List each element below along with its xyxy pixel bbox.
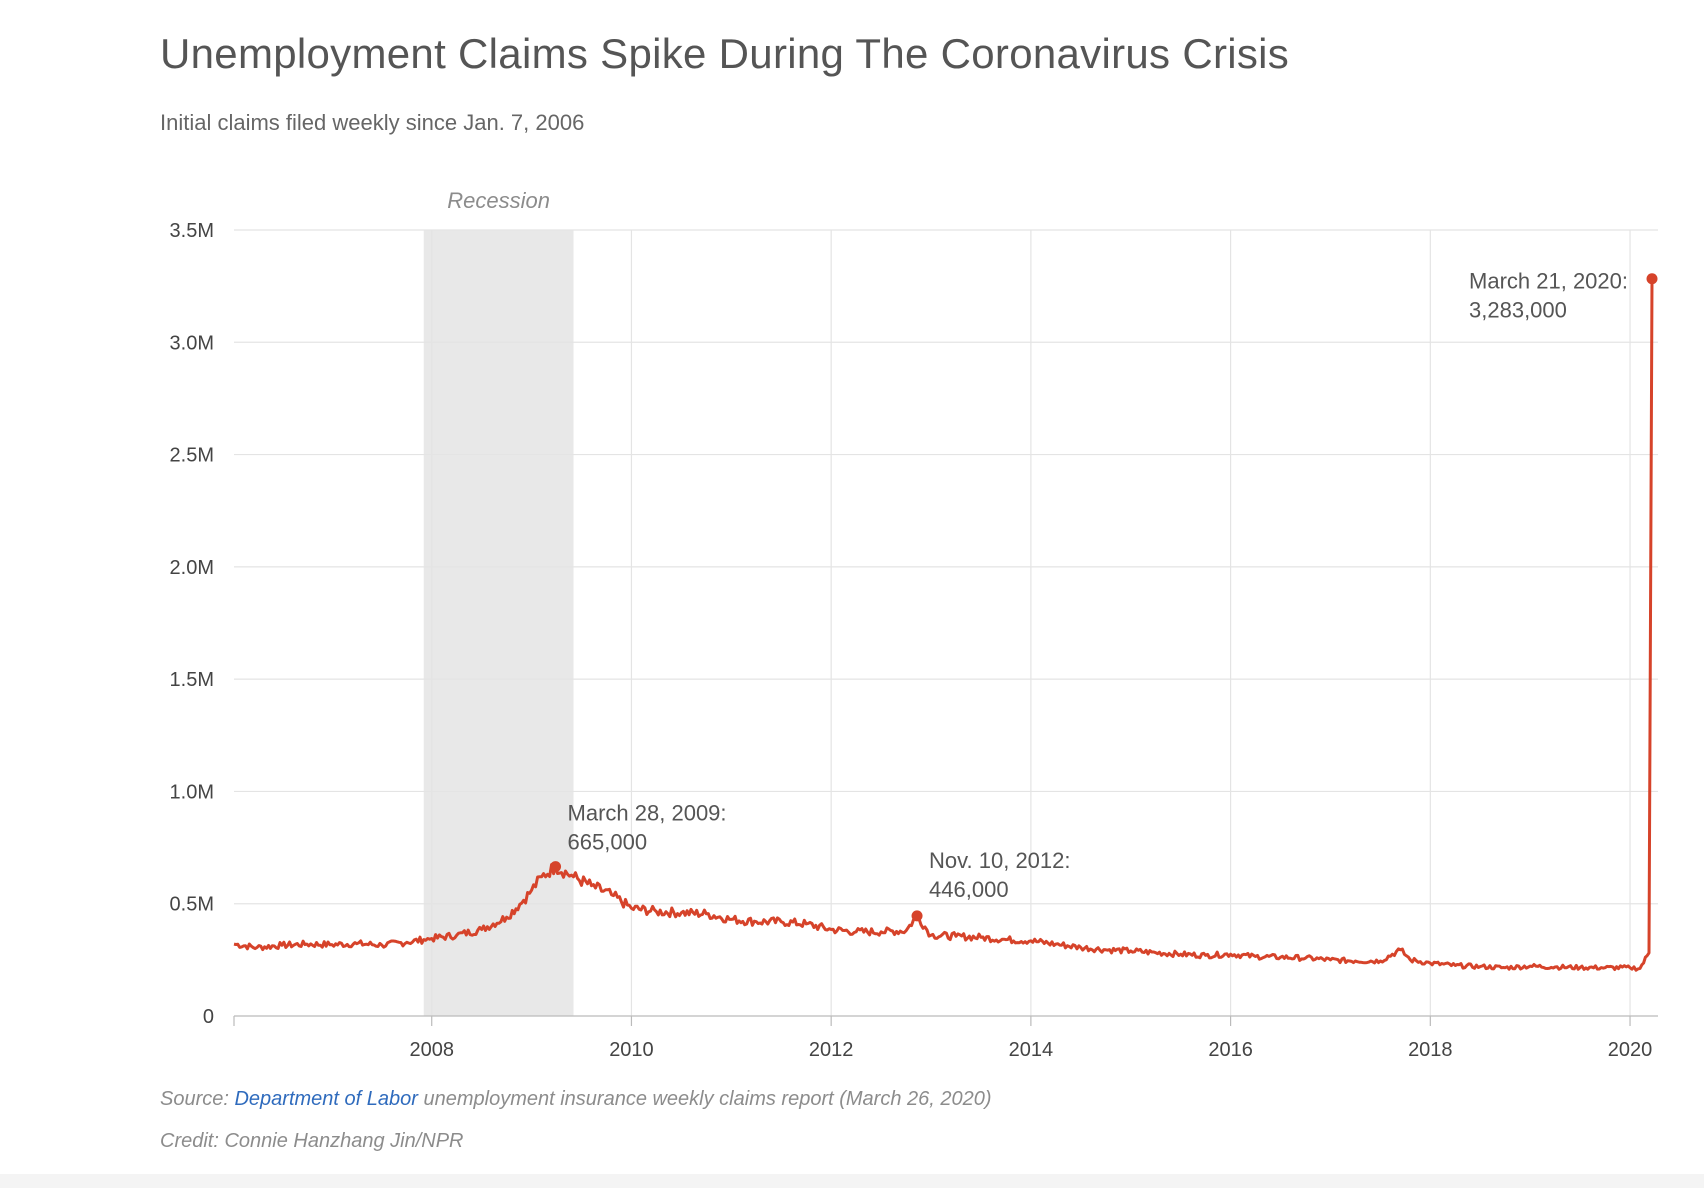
x-tick-label: 2014	[1009, 1039, 1054, 1061]
y-tick-label: 2.5M	[170, 445, 214, 467]
axes: 0 0.5M 1.0M 1.5M 2.0M 2.5M 3.0M 3.5M 2008 2010 201…	[170, 220, 1658, 1061]
y-tick-label: 0.5M	[170, 894, 214, 916]
recession-label: Recession	[447, 188, 550, 213]
department-of-labor-link[interactable]: Department of Labor	[234, 1088, 418, 1110]
y-tick-label: 3.0M	[170, 332, 214, 354]
y-tick-label: 1.0M	[170, 781, 214, 803]
x-tick-label: 2008	[409, 1039, 454, 1061]
x-tick-label: 2020	[1608, 1039, 1653, 1061]
annotations: March 28, 2009: 665,000 Nov. 10, 2012: 446,…	[550, 269, 1658, 922]
footer-band	[0, 1174, 1704, 1188]
source-suffix: unemployment insurance weekly claims rep…	[417, 1088, 992, 1110]
chart-title: Unemployment Claims Spike During The Cor…	[160, 30, 1290, 77]
annotation-point	[911, 910, 923, 922]
recession-band-layer: Recession	[423, 188, 574, 1016]
y-tick-label: 3.5M	[170, 220, 214, 242]
chart-subtitle: Initial claims filed weekly since Jan. 7…	[160, 110, 585, 135]
annotation-value: 446,000	[929, 877, 1009, 902]
source-note: Source: Department of Labor unemployment…	[160, 1088, 992, 1111]
x-tick-label: 2018	[1408, 1039, 1453, 1061]
y-tick-label: 0	[203, 1006, 214, 1028]
annotation-date: Nov. 10, 2012:	[929, 848, 1070, 873]
gridlines	[234, 229, 1658, 1016]
x-tick-label: 2012	[809, 1039, 854, 1061]
claims-series-line	[233, 278, 1654, 972]
x-tick-label: 2010	[609, 1039, 654, 1061]
x-tick-label: 2016	[1208, 1039, 1253, 1061]
line-chart: Recession 0 0.5M 1.0M 1.5M 2.0M 2.5M 3.0M 3.5M 2…	[170, 188, 1658, 1061]
credit-note: Credit: Connie Hanzhang Jin/NPR	[160, 1130, 464, 1152]
annotation-date: March 28, 2009:	[568, 801, 727, 826]
annotation-point	[550, 861, 562, 873]
annotation-date: March 21, 2020:	[1469, 269, 1628, 294]
series-layer	[233, 278, 1654, 972]
annotation-value: 665,000	[568, 830, 648, 855]
y-tick-label: 2.0M	[170, 557, 214, 579]
annotation-value: 3,283,000	[1469, 298, 1567, 323]
source-prefix: Source:	[160, 1088, 235, 1110]
annotation-point	[1646, 273, 1658, 285]
y-tick-label: 1.5M	[170, 669, 214, 691]
recession-band	[423, 230, 574, 1016]
